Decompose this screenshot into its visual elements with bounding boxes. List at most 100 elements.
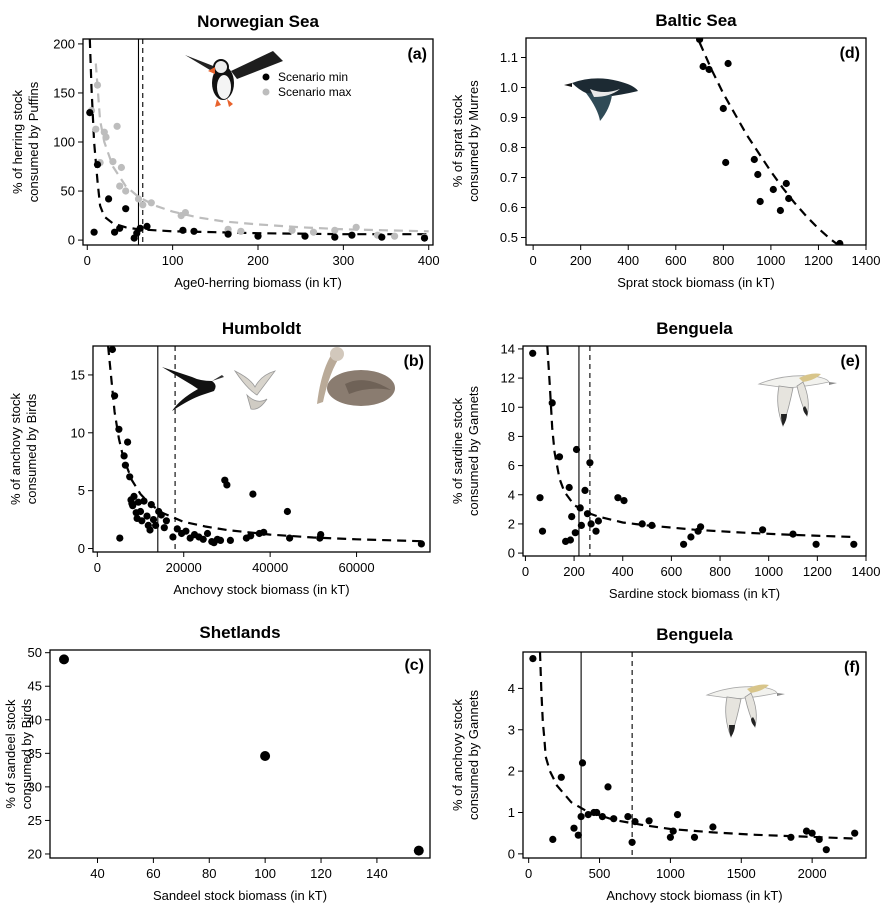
- data-point: [566, 536, 575, 544]
- data-point: [260, 751, 271, 761]
- data-point: [699, 62, 707, 71]
- y-tick-label: 35: [28, 746, 42, 761]
- y-tick-label: 50: [28, 645, 42, 660]
- x-tick-label: 500: [589, 866, 611, 881]
- panel-title: Benguela: [656, 625, 733, 644]
- data-point: [108, 346, 116, 354]
- y-axis-label-line: consumed by Birds: [24, 393, 39, 504]
- data-point: [152, 521, 160, 530]
- data-point: [538, 527, 547, 535]
- data-point: [190, 227, 198, 235]
- y-axis-label-line: consumed by Puffins: [26, 81, 41, 202]
- panel-e: Benguela 0 200 400 600 800 1000 1200 1400 0 2 4 6 8 10…: [450, 319, 880, 601]
- data-point: [121, 461, 129, 469]
- y-tick-label: 0.7: [500, 170, 518, 185]
- data-point: [750, 155, 758, 164]
- y-tick-label: 0: [68, 233, 75, 248]
- data-point: [138, 517, 146, 525]
- data-point: [139, 201, 147, 209]
- pelican-icon: [317, 347, 395, 406]
- data-point: [223, 481, 231, 489]
- y-tick-label: 5: [78, 483, 85, 498]
- x-axis-label: Sandeel stock biomass (in kT): [153, 888, 327, 903]
- x-tick-label: 400: [612, 564, 634, 579]
- data-point: [331, 226, 339, 234]
- x-tick-label: 1400: [852, 564, 881, 579]
- data-point: [417, 540, 425, 548]
- data-point: [631, 818, 639, 826]
- data-point: [594, 517, 603, 525]
- y-tick-label: 6: [508, 458, 515, 473]
- data-point: [331, 233, 339, 241]
- fit-curve: [94, 63, 429, 233]
- data-point: [136, 507, 145, 516]
- data-point: [815, 835, 823, 844]
- data-point: [120, 452, 128, 460]
- data-point: [117, 163, 125, 172]
- data-point: [111, 228, 119, 236]
- data-point: [254, 232, 262, 240]
- gannet-illustration: [705, 684, 785, 739]
- x-tick-label: 200: [563, 564, 585, 579]
- plot-frame: [92, 345, 431, 553]
- data-point: [851, 829, 859, 837]
- fit-curve: [546, 346, 854, 539]
- y-axis-label-line: % of anchovy stock: [8, 393, 23, 505]
- y-axis-label: % of herring stockconsumed by Puffins: [10, 81, 41, 202]
- plot-frame: [49, 649, 431, 859]
- data-point: [574, 831, 582, 839]
- data-point: [645, 817, 653, 825]
- data-point: [309, 228, 318, 236]
- data-point: [147, 501, 155, 509]
- data-point: [624, 813, 632, 821]
- legend-label: Scenario max: [278, 85, 351, 99]
- data-point: [759, 526, 767, 534]
- data-point: [260, 528, 268, 536]
- x-tick-label: 1500: [727, 866, 756, 881]
- x-tick-label: 200: [570, 253, 592, 268]
- plot-frame: [522, 345, 867, 557]
- panel-title: Baltic Sea: [655, 11, 737, 30]
- murre-illustration: [564, 78, 638, 121]
- data-point: [628, 838, 636, 846]
- data-point: [669, 827, 677, 835]
- y-axis-label-line: % of herring stock: [10, 89, 25, 194]
- data-point: [203, 529, 212, 538]
- data-point: [673, 811, 682, 819]
- data-point: [105, 195, 113, 203]
- panel-title: Humboldt: [222, 319, 302, 338]
- y-tick-label: 0.8: [500, 140, 518, 155]
- data-point: [812, 540, 820, 548]
- data-point: [237, 227, 245, 235]
- y-tick-label: 40: [28, 712, 42, 727]
- data-point: [836, 239, 844, 245]
- panel-letter: (d): [840, 45, 860, 62]
- data-point: [147, 199, 155, 207]
- data-point: [413, 845, 424, 856]
- data-point: [143, 512, 151, 520]
- data-point: [610, 815, 618, 823]
- x-tick-label: 1000: [754, 564, 783, 579]
- data-point: [705, 65, 713, 74]
- data-point: [113, 122, 121, 130]
- data-point: [754, 170, 762, 179]
- x-tick-label: 300: [333, 253, 355, 268]
- plot-area: [696, 38, 844, 245]
- puffin-illustration: [185, 51, 283, 107]
- data-point: [216, 536, 225, 545]
- plot-area: [529, 346, 858, 556]
- data-point: [592, 527, 600, 535]
- x-tick-label: 0: [522, 564, 529, 579]
- data-point: [549, 835, 557, 844]
- y-axis-label-line: consumed by Gannets: [466, 689, 481, 820]
- data-point: [224, 230, 232, 238]
- data-point: [391, 232, 399, 240]
- data-point: [160, 524, 168, 532]
- data-point: [697, 523, 705, 531]
- y-tick-label: 4: [508, 681, 515, 696]
- x-tick-label: 1200: [803, 564, 832, 579]
- y-axis-label-line: % of anchovy stock: [450, 699, 465, 811]
- data-point: [850, 540, 858, 548]
- x-tick-label: 20000: [166, 560, 202, 575]
- y-tick-label: 30: [28, 779, 42, 794]
